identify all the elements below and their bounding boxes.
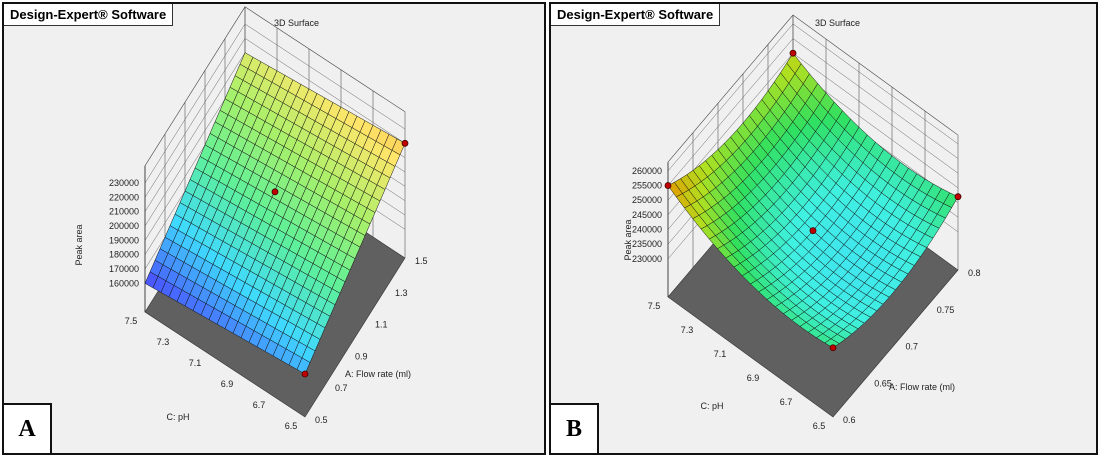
z-tick-label: 260000 bbox=[632, 166, 662, 176]
z-tick-label: 220000 bbox=[109, 192, 139, 202]
ph-tick-label: 6.7 bbox=[253, 400, 266, 410]
z-tick-label: 170000 bbox=[109, 264, 139, 274]
flow-tick-label: 0.75 bbox=[937, 305, 955, 315]
z-tick-label: 190000 bbox=[109, 235, 139, 245]
chart-title: 3D Surface bbox=[274, 18, 320, 28]
z-tick-label: 200000 bbox=[109, 221, 139, 231]
z-axis-title: Peak area bbox=[623, 219, 633, 260]
ph-tick-label: 6.5 bbox=[813, 421, 826, 431]
wall-gridline bbox=[144, 37, 406, 198]
wall-gridline bbox=[144, 23, 406, 184]
ph-tick-label: 7.1 bbox=[714, 349, 727, 359]
design-point bbox=[271, 188, 279, 196]
flow-axis-title: A: Flow rate (ml) bbox=[889, 382, 955, 392]
box-edge bbox=[667, 14, 959, 163]
surface-plot-a: 160000 170000 180000 190000 200000 210000 2200… bbox=[74, 6, 428, 431]
design-point bbox=[809, 227, 817, 235]
z-tick-label: 240000 bbox=[632, 225, 662, 235]
z-tick-label: 250000 bbox=[632, 195, 662, 205]
z-tick-label: 160000 bbox=[109, 278, 139, 288]
z-tick-label: 245000 bbox=[632, 210, 662, 220]
z-tick-label: 230000 bbox=[109, 178, 139, 188]
flow-tick-label: 0.5 bbox=[315, 415, 328, 425]
ph-tick-label: 7.1 bbox=[189, 358, 202, 368]
flow-tick-label: 1.3 bbox=[395, 288, 408, 298]
ph-tick-label: 7.5 bbox=[648, 301, 661, 311]
z-tick-label: 230000 bbox=[632, 254, 662, 264]
ph-axis-title: C: pH bbox=[166, 412, 189, 422]
box-edge bbox=[144, 6, 406, 166]
flow-tick-label: 0.7 bbox=[335, 383, 348, 393]
z-tick-label: 210000 bbox=[109, 207, 139, 217]
design-point bbox=[954, 193, 962, 201]
z-tick-label: 235000 bbox=[632, 239, 662, 249]
design-point bbox=[829, 344, 837, 352]
ph-tick-label: 7.3 bbox=[157, 337, 170, 347]
wall-gridline bbox=[667, 38, 959, 186]
flow-tick-label: 1.5 bbox=[415, 256, 428, 266]
design-point bbox=[401, 139, 409, 147]
ph-tick-label: 7.3 bbox=[681, 325, 694, 335]
flow-tick-label: 0.65 bbox=[874, 378, 892, 388]
design-point bbox=[789, 49, 797, 57]
software-brand: Design-Expert® Software bbox=[4, 4, 174, 26]
design-point bbox=[301, 370, 309, 378]
panel-letter: B bbox=[551, 403, 599, 453]
ph-axis-title: C: pH bbox=[700, 401, 723, 411]
ph-tick-label: 7.5 bbox=[125, 316, 138, 326]
ph-tick-label: 6.9 bbox=[747, 373, 760, 383]
flow-axis-title: A: Flow rate (ml) bbox=[345, 369, 411, 379]
surface-plot-b: 230000 235000 240000 245000 250000 255000 2600… bbox=[623, 14, 981, 431]
ph-tick-label: 6.5 bbox=[285, 421, 298, 431]
z-tick-label: 255000 bbox=[632, 181, 662, 191]
flow-tick-label: 0.6 bbox=[843, 415, 856, 425]
ph-tick-label: 6.9 bbox=[221, 379, 234, 389]
flow-tick-label: 0.7 bbox=[906, 342, 919, 352]
z-axis-title: Peak area bbox=[74, 224, 84, 265]
panel-letter: A bbox=[4, 403, 52, 453]
flow-tick-label: 1.1 bbox=[375, 320, 388, 330]
software-brand: Design-Expert® Software bbox=[551, 4, 721, 26]
chart-title: 3D Surface bbox=[815, 18, 861, 28]
flow-tick-label: 0.8 bbox=[968, 268, 981, 278]
z-tick-label: 180000 bbox=[109, 250, 139, 260]
flow-tick-label: 0.9 bbox=[355, 351, 368, 361]
wall-gridline bbox=[667, 23, 959, 172]
ph-tick-label: 6.7 bbox=[780, 397, 793, 407]
design-point bbox=[664, 182, 672, 189]
